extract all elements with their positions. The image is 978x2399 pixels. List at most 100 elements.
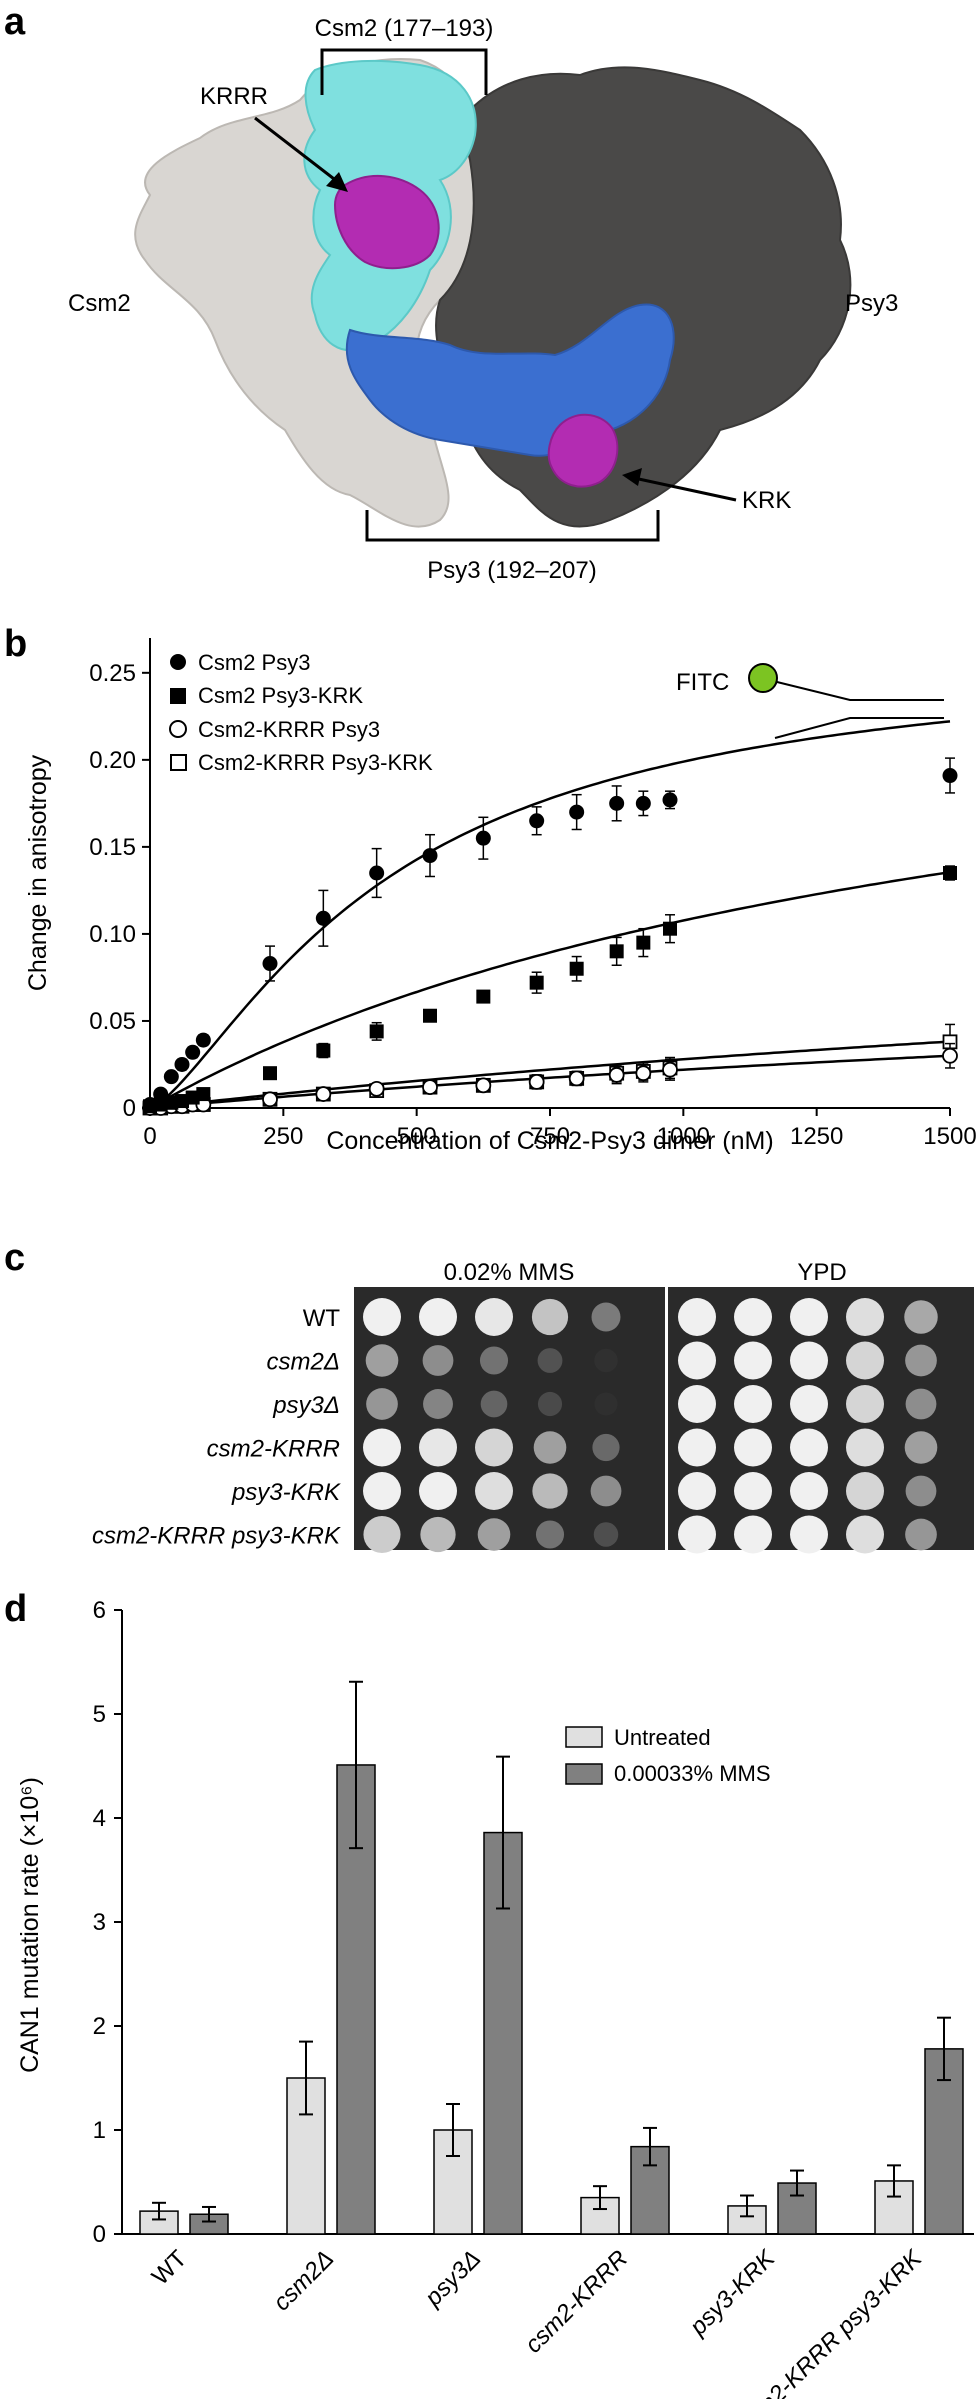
d-y-tick-label: 3	[93, 1909, 106, 1936]
c-plate-mms	[354, 1287, 665, 1550]
c-ypd-spot	[846, 1385, 884, 1423]
b-point-csm2-psy3	[262, 956, 278, 972]
legend-open-circle-icon	[169, 720, 187, 738]
c-mms-spot	[363, 1472, 401, 1510]
b-legend: Csm2 Psy3 Csm2 Psy3-KRK Csm2-KRRR Psy3 C…	[169, 650, 433, 775]
panel-a: a Csm2 (177–193) Psy3 (192–207) Csm2 Psy…	[4, 1, 898, 584]
c-ypd-spot	[790, 1341, 828, 1380]
panel-b: b 0 0.05 0.10 0.15 0.20 0.25 0 250 500 750 1000 12…	[4, 623, 977, 1155]
c-mms-spot	[537, 1348, 563, 1373]
c-mms-spot	[363, 1515, 401, 1554]
c-ypd-spot	[905, 1518, 937, 1551]
krk-arrow	[633, 476, 737, 502]
b-point-csm2-psy3	[142, 1097, 158, 1113]
dna-bottom-strand	[774, 717, 944, 739]
b-fit-curve-1	[149, 870, 951, 1110]
b-point-csm2-psy3	[369, 865, 385, 881]
b-fit-curve-2	[149, 1054, 951, 1110]
c-mms-spot	[594, 1348, 618, 1373]
d-legend-label-1: 0.00033% MMS	[614, 1761, 771, 1786]
b-legend-label-1: Csm2 Psy3-KRK	[198, 683, 363, 708]
b-fit-curve-0	[149, 720, 951, 1110]
c-ypd-spot	[734, 1385, 772, 1423]
d-y-tick-label: 6	[93, 1597, 106, 1624]
b-point-krrr-psy3	[422, 1079, 438, 1096]
b-point-krrr-psy3	[568, 1070, 585, 1087]
b-point-csm2-psy3	[662, 792, 678, 808]
b-y-tick-label: 0.15	[89, 834, 136, 861]
b-point-csm2-psy3	[185, 1044, 201, 1060]
fitc-dna-cartoon: FITC	[676, 663, 944, 739]
c-ypd-spot	[790, 1428, 828, 1467]
b-point-krrr-psy3	[942, 1047, 958, 1064]
b-point-csm2-psy3	[635, 795, 651, 811]
c-mms-spot	[532, 1473, 568, 1509]
c-mms-spot	[535, 1520, 565, 1549]
b-point-krrr-psy3	[368, 1080, 385, 1097]
b-legend-label-2: Csm2-KRRR Psy3	[198, 717, 380, 742]
d-y-axis-title: CAN1 mutation rate (×10⁶)	[16, 1777, 44, 2073]
b-point-krrr-psy3	[262, 1091, 278, 1108]
b-x-tick-label: 1250	[790, 1123, 843, 1150]
b-point-csm2-psy3	[475, 830, 491, 846]
b-x-tick-label: 0	[143, 1123, 156, 1150]
c-ypd-spot	[905, 1344, 937, 1377]
d-y-tick-label: 1	[93, 2117, 106, 2144]
c-ypd-spot	[846, 1515, 884, 1554]
c-mms-spot	[366, 1388, 398, 1420]
legend-open-square-icon	[170, 754, 187, 771]
b-point-csm2-psy3-krk	[609, 944, 624, 959]
c-row-label: csm2-KRRR psy3-KRK	[92, 1523, 341, 1550]
c-ypd-spot	[678, 1385, 716, 1423]
c-mms-spot	[363, 1298, 401, 1336]
c-mms-spot	[591, 1302, 621, 1332]
b-point-csm2-psy3-krk	[369, 1024, 384, 1039]
c-ypd-spot	[678, 1515, 716, 1554]
krrr-arrow	[254, 116, 339, 184]
c-mms-spot	[475, 1428, 513, 1467]
d-x-label: psy3-KRK	[684, 2244, 781, 2341]
krrr-label: KRRR	[200, 83, 268, 110]
legend-mms-swatch	[565, 1763, 603, 1785]
b-point-csm2-psy3-krk	[263, 1066, 277, 1081]
b-x-ticks: 0 250 500 750 1000 1250 1500	[143, 1108, 977, 1150]
c-mms-spot	[590, 1475, 622, 1507]
d-y-tick-label: 0	[93, 2221, 106, 2248]
d-y-tick-label: 4	[93, 1805, 106, 1832]
c-mms-spot	[363, 1428, 401, 1467]
c-mms-spot	[475, 1472, 513, 1510]
b-point-csm2-psy3	[315, 910, 331, 926]
panel-b-letter: b	[4, 623, 27, 665]
b-point-csm2-psy3-krk	[636, 935, 651, 950]
c-ypd-spot	[790, 1472, 828, 1510]
c-mms-spot	[477, 1518, 511, 1551]
b-point-csm2-psy3-krk	[153, 1097, 168, 1112]
b-y-tick-label: 0.05	[89, 1008, 136, 1035]
c-ypd-spot	[846, 1298, 884, 1336]
c-mms-spot	[593, 1522, 619, 1547]
legend-filled-circle-icon	[170, 654, 186, 670]
b-point-krrr-psy3	[315, 1086, 332, 1102]
fitc-fluorophore-icon	[748, 663, 778, 693]
b-point-csm2-psy3	[174, 1056, 190, 1072]
d-bar-untreated	[727, 2205, 767, 2235]
b-point-krrr-psy3	[662, 1061, 678, 1078]
b-point-krrr-psy3	[608, 1067, 625, 1083]
krk-patch	[547, 413, 619, 488]
c-mms-spot	[420, 1516, 456, 1553]
c-ypd-spot	[905, 1475, 937, 1507]
c-ypd-spot	[790, 1515, 828, 1554]
b-point-csm2-psy3-krk	[316, 1043, 331, 1058]
b-x-axis-title: Concentration of Csm2-Psy3 dimer (nM)	[326, 1127, 773, 1155]
d-x-label: csm2Δ	[268, 2245, 339, 2316]
c-row-label: csm2-KRRR	[207, 1436, 340, 1463]
bracket-top	[320, 48, 488, 95]
c-ypd-spot	[846, 1341, 884, 1380]
c-row-label: WT	[303, 1305, 341, 1332]
c-mms-spot	[531, 1298, 569, 1336]
b-point-csm2-psy3	[195, 1032, 211, 1048]
d-legend: Untreated 0.00033% MMS	[565, 1725, 771, 1786]
c-header-ypd: YPD	[797, 1259, 846, 1286]
dna-top-strand	[776, 681, 944, 701]
b-x-tick-label: 1500	[923, 1123, 976, 1150]
